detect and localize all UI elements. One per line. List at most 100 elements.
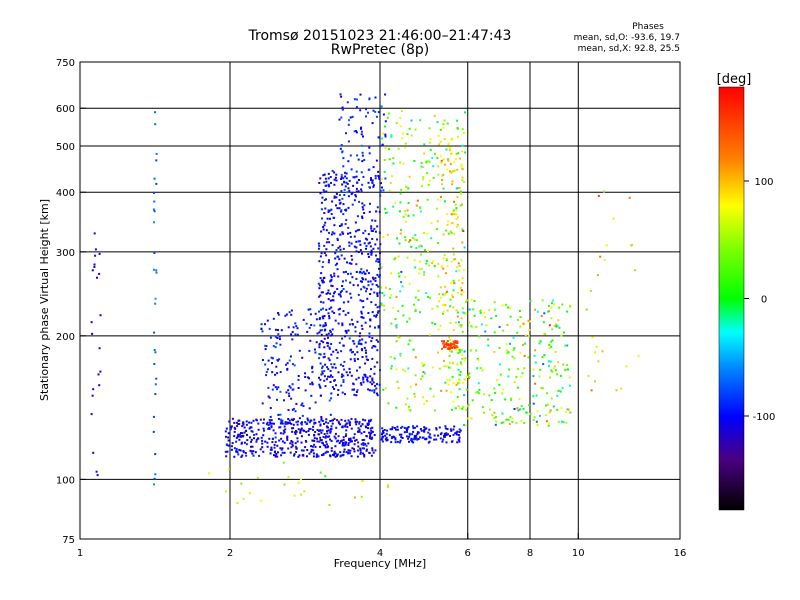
data-point: [326, 432, 329, 435]
data-point: [248, 421, 251, 424]
data-point: [463, 350, 466, 353]
data-point: [448, 336, 450, 339]
data-point: [233, 435, 236, 438]
data-point: [355, 195, 357, 198]
data-point: [421, 185, 423, 188]
data-point: [294, 433, 297, 435]
data-point: [361, 217, 364, 220]
data-point: [344, 313, 347, 316]
data-point: [460, 363, 463, 366]
data-point: [328, 375, 331, 378]
data-point: [428, 333, 431, 336]
data-point: [458, 324, 461, 327]
data-point: [453, 258, 456, 261]
data-point: [373, 314, 376, 317]
data-point: [333, 196, 336, 199]
data-point: [301, 356, 304, 359]
data-point: [433, 409, 436, 412]
data-point: [415, 437, 418, 439]
data-point: [328, 259, 330, 262]
data-point: [375, 315, 378, 318]
data-point: [333, 435, 336, 438]
data-point: [297, 378, 300, 381]
data-point: [539, 368, 542, 371]
data-point: [241, 432, 244, 435]
data-point: [374, 326, 376, 329]
data-point: [341, 231, 344, 234]
data-point: [314, 348, 316, 351]
data-point: [355, 420, 358, 423]
data-point: [364, 443, 367, 446]
data-point: [322, 325, 325, 328]
data-point: [522, 322, 525, 325]
data-point: [357, 342, 360, 345]
data-point: [329, 176, 332, 178]
y-tick-label: 75: [62, 535, 75, 546]
data-point: [332, 295, 335, 298]
data-point: [319, 353, 322, 356]
data-point: [277, 333, 280, 336]
data-point: [257, 422, 260, 425]
data-point: [502, 329, 505, 332]
data-point: [330, 233, 333, 236]
data-point: [470, 326, 473, 329]
data-point: [357, 340, 360, 343]
data-point: [300, 449, 303, 452]
data-point: [333, 388, 336, 390]
data-point: [431, 307, 434, 310]
data-point: [261, 439, 264, 442]
data-point: [399, 161, 402, 164]
data-point: [542, 363, 545, 366]
data-point: [456, 265, 459, 268]
data-point: [341, 324, 344, 327]
data-point: [382, 388, 385, 391]
data-point: [420, 267, 423, 270]
data-point: [423, 430, 426, 433]
data-point: [438, 293, 441, 296]
data-point: [376, 293, 379, 296]
data-point: [372, 166, 375, 169]
data-point: [271, 362, 273, 364]
data-point: [413, 259, 416, 262]
data-point: [291, 443, 294, 446]
data-point: [255, 418, 258, 421]
data-point: [153, 191, 155, 194]
data-point: [331, 328, 334, 331]
data-point: [355, 131, 358, 134]
data-point: [441, 347, 444, 350]
data-point: [308, 349, 311, 352]
data-point: [442, 126, 445, 129]
data-point: [446, 168, 449, 171]
data-point: [358, 200, 361, 203]
data-point: [341, 443, 344, 446]
data-point: [369, 318, 372, 321]
data-point: [349, 449, 352, 452]
data-point: [312, 439, 315, 442]
data-point: [318, 346, 321, 349]
data-point: [493, 417, 496, 419]
data-point: [324, 322, 327, 324]
data-point: [279, 371, 282, 373]
data-point: [362, 378, 365, 381]
data-point: [369, 325, 372, 328]
data-point: [527, 319, 530, 322]
data-point: [341, 280, 344, 283]
data-point: [404, 276, 407, 279]
data-point: [479, 367, 482, 370]
data-point: [462, 405, 465, 408]
data-point: [566, 408, 569, 411]
data-point: [345, 422, 348, 425]
data-point: [330, 278, 333, 281]
data-point: [276, 388, 279, 391]
data-point: [443, 253, 446, 256]
data-point: [457, 382, 460, 385]
data-point: [496, 379, 499, 382]
data-point: [245, 454, 248, 457]
data-point: [98, 272, 101, 275]
data-point: [551, 370, 554, 373]
data-point: [564, 411, 567, 414]
data-point: [353, 342, 356, 345]
data-point: [279, 343, 282, 346]
data-point: [254, 451, 257, 454]
data-point: [353, 436, 356, 439]
